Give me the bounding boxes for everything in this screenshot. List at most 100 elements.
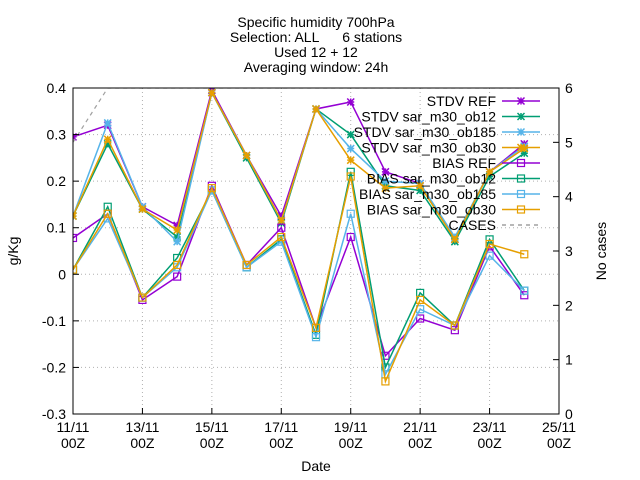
data-point-square: [516, 158, 526, 168]
series-bias-sar-m30-ob30: [73, 172, 529, 386]
data-point-square: [450, 321, 459, 330]
data-point-square: [103, 209, 112, 218]
legend-label: STDV sar_m30_ob185: [354, 124, 497, 140]
y2-tick-label: 4: [565, 189, 573, 205]
series-layer: [73, 88, 529, 386]
x-tick-label-date: 21/11: [403, 419, 437, 435]
y2-tick-label: 1: [565, 352, 573, 368]
data-point-square: [450, 326, 459, 335]
data-point-star: [381, 177, 390, 186]
data-point-star: [207, 88, 216, 97]
legend-label: BIAS sar_m30_ob12: [367, 171, 496, 187]
data-point-star: [173, 237, 182, 246]
data-point-star: [450, 235, 459, 244]
data-point-star: [516, 96, 526, 106]
data-point-star: [346, 144, 355, 153]
x-tick-label-date: 19/11: [334, 419, 368, 435]
data-point-star: [173, 226, 182, 235]
data-point-square: [485, 235, 494, 244]
x-tick-label-date: 17/11: [264, 419, 298, 435]
data-point-star: [416, 181, 425, 190]
y2-axis-label: No cases: [593, 222, 609, 280]
y-tick-label: -0.1: [42, 313, 66, 329]
data-point-square: [416, 314, 425, 323]
chart-subtitle-2: Used 12 + 12: [274, 44, 358, 60]
y-tick-label: 0.2: [47, 173, 67, 189]
data-point-square: [520, 286, 529, 295]
legend-label: STDV REF: [427, 93, 496, 109]
data-point-star: [311, 104, 321, 113]
legend-label: STDV sar_m30_ob12: [361, 109, 496, 125]
x-tick-label-date: 13/11: [125, 419, 159, 435]
data-point-square: [173, 260, 182, 270]
series-line: [73, 176, 525, 385]
series-line: [73, 183, 525, 358]
data-point-star: [381, 184, 390, 193]
data-point-square: [416, 295, 425, 304]
y-tick-label: 0.1: [47, 220, 67, 236]
y-tick-label: 0: [58, 266, 66, 282]
x-tick-label-date: 25/11: [542, 419, 576, 435]
y-axis-label: g/Kg: [5, 237, 21, 266]
data-point-star: [138, 205, 147, 214]
data-point-square: [138, 293, 147, 302]
y-tick-label: 0.4: [47, 80, 67, 96]
chart-subtitle-3: Averaging window: 24h: [244, 59, 389, 75]
x-tick-label-date: 15/11: [195, 419, 229, 435]
x-tick-label-hour: 00Z: [269, 435, 294, 451]
data-point-star: [520, 149, 529, 158]
y2-tick-label: 6: [565, 80, 573, 96]
data-point-star: [516, 127, 526, 137]
x-tick-label-hour: 00Z: [339, 435, 364, 451]
data-point-square: [520, 291, 529, 300]
series-line: [73, 90, 525, 241]
data-point-square: [516, 205, 526, 214]
x-tick-label-date: 23/11: [473, 419, 507, 435]
y2-tick-label: 0: [565, 406, 573, 422]
x-tick-label-hour: 00Z: [478, 435, 503, 451]
x-axis-label: Date: [301, 458, 331, 474]
data-point-star: [416, 186, 425, 195]
data-point-square: [346, 209, 355, 218]
data-point-star: [242, 151, 251, 160]
chart-title: Specific humidity 700hPa: [237, 14, 394, 30]
data-point-square: [516, 174, 526, 183]
x-tick-label-hour: 00Z: [408, 435, 433, 451]
data-point-star: [346, 97, 355, 107]
data-point-star: [346, 156, 355, 165]
data-point-square: [277, 232, 286, 242]
plot-frame: [72, 87, 560, 415]
data-point-square: [173, 272, 182, 281]
chart-subtitle-1: Selection: ALL 6 stations: [230, 29, 402, 45]
x-tick-label-hour: 00Z: [547, 435, 572, 451]
data-point-square: [485, 239, 494, 249]
grid: [73, 88, 559, 414]
data-point-star: [277, 216, 286, 225]
data-point-square: [242, 260, 251, 270]
y-tick-label: -0.2: [42, 359, 66, 375]
data-point-star: [103, 118, 112, 127]
legend-label: CASES: [449, 217, 496, 233]
legend-label: STDV sar_m30_ob30: [361, 140, 496, 156]
legend-label: BIAS sar_m30_ob30: [367, 202, 496, 218]
data-point-square: [311, 323, 321, 332]
data-point-star: [103, 135, 112, 144]
legend-label: BIAS sar_m30_ob185: [359, 186, 496, 202]
data-point-star: [485, 167, 494, 176]
data-point-square: [73, 265, 78, 274]
y-tick-label: 0.3: [47, 127, 67, 143]
data-point-star: [346, 130, 355, 139]
data-point-star: [173, 232, 182, 242]
data-point-star: [485, 172, 494, 181]
tick-labels: -0.3-0.2-0.100.10.20.30.4012345611/1100Z…: [42, 80, 576, 451]
data-point-square: [485, 251, 494, 260]
series-stdv-sar-m30-ob30: [73, 88, 529, 244]
y2-tick-label: 5: [565, 134, 573, 150]
data-point-square: [311, 333, 321, 342]
data-point-square: [346, 172, 355, 181]
data-point-star: [381, 167, 390, 176]
x-tick-label-hour: 00Z: [200, 435, 225, 451]
y2-tick-label: 2: [565, 297, 573, 313]
